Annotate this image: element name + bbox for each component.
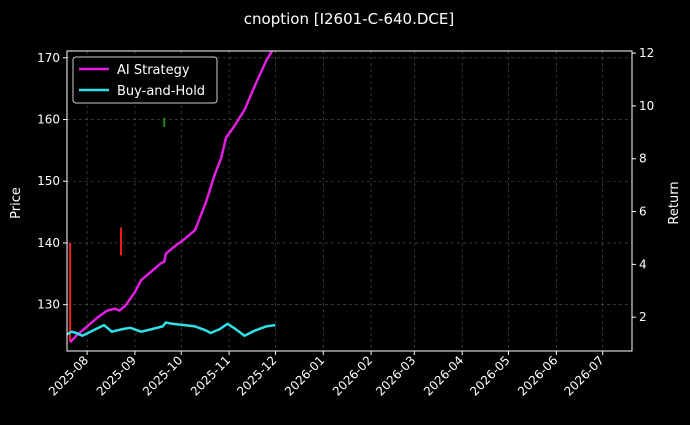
y-left-tick-label: 150 [37, 174, 60, 188]
x-tick-label: 2025-09 [94, 353, 139, 398]
y-left-tick-label: 130 [37, 298, 60, 312]
series-line-ai-strategy [69, 51, 274, 344]
x-tick-label: 2025-12 [234, 353, 279, 398]
markers [69, 117, 166, 342]
x-tick-label: 2025-08 [46, 353, 91, 398]
y-axis-right: 2 4 6 8 10 12 [632, 46, 654, 324]
y-right-tick-label: 12 [639, 46, 654, 60]
y-left-tick-label: 140 [37, 236, 60, 250]
legend: AI Strategy Buy-and-Hold [72, 56, 218, 104]
x-tick-label: 2026-02 [330, 353, 375, 398]
series [67, 51, 276, 344]
x-tick-label: 2026-03 [373, 353, 418, 398]
x-tick-label: 2026-04 [421, 353, 466, 398]
grid [67, 51, 632, 351]
y-right-tick-label: 10 [639, 99, 654, 113]
y-left-tick-label: 160 [37, 113, 60, 127]
x-axis: 2025-08 2025-09 2025-10 2025-11 2025-12 2026-… [46, 351, 607, 399]
y-right-tick-label: 4 [639, 257, 647, 271]
legend-label-buy-and-hold: Buy-and-Hold [117, 84, 205, 99]
x-tick-label: 2026-05 [467, 353, 512, 398]
x-tick-label: 2025-10 [140, 353, 185, 398]
y-left-tick-label: 170 [37, 51, 60, 65]
y-axis-left-label: Price [9, 187, 24, 219]
y-axis-right-label: Return [667, 181, 682, 224]
chart-title: cnoption [I2601-C-640.DCE] [244, 10, 454, 28]
legend-label-ai-strategy: AI Strategy [117, 63, 190, 78]
series-line-buy-and-hold [67, 321, 276, 337]
x-tick-label: 2026-06 [515, 353, 560, 398]
plot-frame [66, 50, 633, 352]
x-tick-label: 2026-07 [561, 353, 606, 398]
y-right-tick-label: 2 [639, 310, 647, 324]
y-right-tick-label: 8 [639, 152, 647, 166]
x-tick-label: 2025-11 [188, 353, 233, 398]
y-right-tick-label: 6 [639, 205, 647, 219]
x-tick-label: 2026-01 [282, 353, 327, 398]
y-axis-left: 130 140 150 160 170 [37, 51, 67, 312]
